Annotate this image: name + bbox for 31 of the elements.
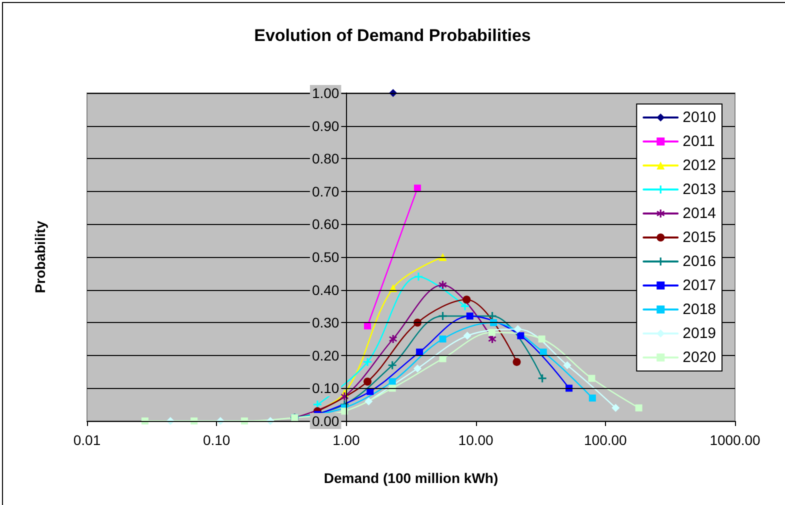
- x-tick-label: 0.10: [202, 432, 230, 448]
- legend-label: 2010: [682, 109, 716, 126]
- x-tick-label: 0.01: [73, 432, 101, 448]
- legend-label: 2014: [682, 205, 716, 222]
- legend-label: 2011: [682, 133, 715, 150]
- y-tick-label: 0.50: [312, 249, 340, 265]
- y-tick-label: 0.30: [312, 314, 340, 331]
- y-tick-label: 0.90: [312, 118, 340, 134]
- legend-label: 2015: [682, 229, 716, 246]
- x-axis-title: Demand (100 million kWh): [324, 470, 498, 486]
- y-tick-label: 0.70: [312, 183, 340, 200]
- y-axis-title: Probability: [32, 220, 48, 294]
- x-tick-label: 100.00: [584, 432, 628, 448]
- legend-label: 2020: [682, 349, 716, 366]
- legend-label: 2019: [682, 325, 716, 342]
- chart-title: Evolution of Demand Probabilities: [254, 26, 531, 45]
- legend-label: 2016: [682, 253, 716, 270]
- y-tick-label: 0.40: [312, 282, 340, 298]
- y-tick-label: 0.60: [312, 216, 340, 232]
- legend-label: 2013: [682, 181, 716, 198]
- x-tick-label: 1000.00: [710, 432, 761, 448]
- legend-label: 2017: [682, 277, 716, 294]
- y-tick-label: 0.10: [312, 380, 340, 396]
- y-tick-label: 0.80: [312, 150, 340, 167]
- y-tick-label: 0.00: [312, 413, 340, 429]
- legend-label: 2018: [682, 301, 716, 318]
- x-tick-label: 1.00: [332, 432, 360, 448]
- y-tick-label: 0.20: [312, 347, 340, 364]
- legend-label: 2012: [682, 157, 716, 174]
- y-tick-label: 1.00: [312, 85, 340, 101]
- x-tick-label: 10.00: [458, 432, 494, 448]
